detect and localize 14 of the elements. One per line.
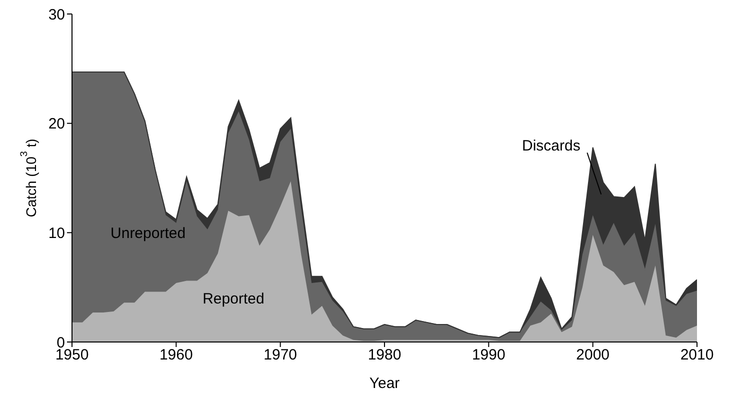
x-tick-label: 1980 [368,346,402,364]
y-tick-label: 10 [48,224,65,242]
series-label: Discards [522,138,580,155]
x-tick-label: 1990 [472,346,506,364]
y-tick-label: 30 [48,6,65,24]
x-tick-label: 1970 [264,346,298,364]
series-label: Unreported [110,225,186,242]
x-tick-label: 2000 [576,346,610,364]
x-tick-label: 1960 [159,346,193,364]
series-label: Reported [202,290,264,308]
y-tick-label: 20 [48,116,65,133]
x-tick-label: 1950 [55,346,89,364]
x-tick-label: 2010 [680,346,714,364]
x-axis-title: Year [369,375,400,392]
